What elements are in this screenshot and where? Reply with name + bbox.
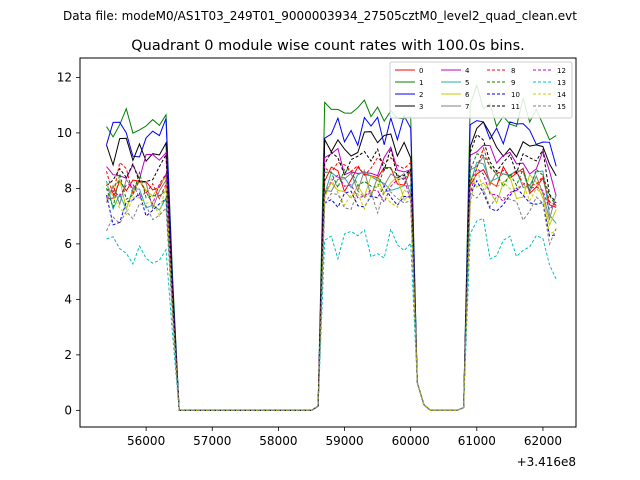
legend-label: 8 xyxy=(511,67,515,75)
legend-label: 10 xyxy=(511,91,520,99)
y-tick-label: 10 xyxy=(57,126,72,140)
legend-label: 4 xyxy=(465,67,470,75)
y-tick-label: 2 xyxy=(64,348,72,362)
series-layer xyxy=(106,83,557,411)
legend-label: 1 xyxy=(419,79,423,87)
legend-label: 12 xyxy=(557,67,566,75)
y-tick-label: 12 xyxy=(57,70,72,84)
x-tick-label: 56000 xyxy=(127,434,165,448)
series-line-12 xyxy=(106,167,557,411)
legend-label: 15 xyxy=(557,103,566,111)
legend-label: 9 xyxy=(511,79,515,87)
series-line-7 xyxy=(106,155,557,411)
legend-label: 0 xyxy=(419,67,423,75)
legend-label: 7 xyxy=(465,103,469,111)
series-line-14 xyxy=(106,166,557,411)
series-line-11 xyxy=(106,133,557,411)
x-tick-label: 58000 xyxy=(259,434,297,448)
y-tick-label: 8 xyxy=(64,181,72,195)
legend-label: 14 xyxy=(557,91,566,99)
x-tick-label: 57000 xyxy=(193,434,231,448)
legend-box xyxy=(389,61,573,119)
x-tick-label: 62000 xyxy=(524,434,562,448)
x-tick-label: 59000 xyxy=(325,434,363,448)
x-offset-label: +3.416e8 xyxy=(517,455,576,469)
y-axis: 0 2 4 6 8 10 12 xyxy=(57,70,80,417)
series-line-15 xyxy=(106,187,557,411)
legend-label: 6 xyxy=(465,91,470,99)
legend-label: 3 xyxy=(419,103,423,111)
y-tick-label: 4 xyxy=(64,292,72,306)
x-tick-label: 61000 xyxy=(458,434,496,448)
legend-label: 5 xyxy=(465,79,469,87)
x-tick-label: 60000 xyxy=(392,434,430,448)
series-line-6 xyxy=(106,173,557,411)
y-tick-label: 0 xyxy=(64,403,72,417)
axes-frame xyxy=(79,57,577,428)
y-tick-label: 6 xyxy=(64,237,72,251)
series-line-8 xyxy=(106,146,557,411)
legend-label: 13 xyxy=(557,79,566,87)
chart-title: Quadrant 0 module wise count rates with … xyxy=(131,38,525,54)
series-line-4 xyxy=(106,144,557,411)
series-line-10 xyxy=(106,179,557,411)
series-line-5 xyxy=(106,161,557,411)
series-line-9 xyxy=(106,153,557,411)
series-line-2 xyxy=(106,114,557,411)
series-line-3 xyxy=(106,121,557,411)
legend-label: 2 xyxy=(419,91,423,99)
x-axis: 56000 57000 58000 59000 60000 61000 62000 xyxy=(127,427,562,448)
legend-label: 11 xyxy=(511,103,520,111)
figure-suptitle: Data file: modeM0/AS1T03_249T01_90000039… xyxy=(63,9,577,23)
